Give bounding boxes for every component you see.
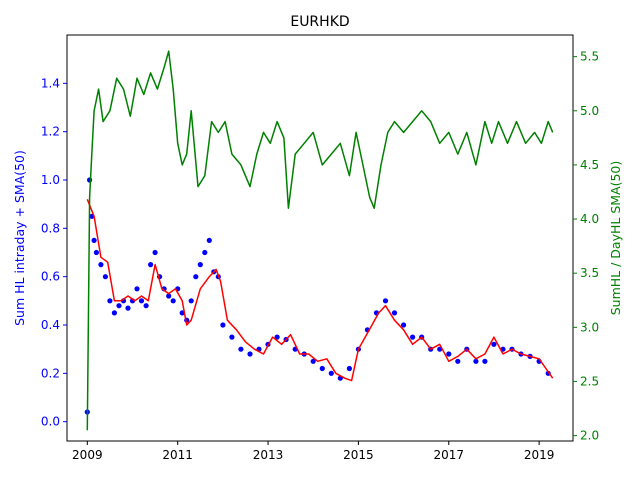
scatter-point xyxy=(125,305,131,311)
y2-tick-label: 4.0 xyxy=(580,212,599,226)
scatter-point xyxy=(401,322,407,328)
ratio-line xyxy=(86,50,554,431)
x-axis: 2009 2011 2013 2015 2017 2019 xyxy=(72,441,554,462)
x-tick-label: 2009 xyxy=(72,448,103,462)
scatter-point xyxy=(382,298,389,304)
y-tick-label: 0.6 xyxy=(41,270,60,284)
chart-title: EURHKD xyxy=(290,14,349,30)
y2-tick-label: 5.0 xyxy=(580,104,599,118)
scatter-point xyxy=(446,351,452,357)
x-tick-label: 2015 xyxy=(343,448,374,462)
scatter-point xyxy=(166,293,172,299)
y-axis-right: 2.0 2.5 3.0 3.5 4.0 4.5 5.0 5.5 xyxy=(573,50,599,443)
scatter-point xyxy=(197,262,203,268)
scatter-point xyxy=(482,358,488,364)
y-tick-label: 1.2 xyxy=(41,125,60,139)
x-tick-label: 2013 xyxy=(253,448,284,462)
scatter-point xyxy=(87,177,93,183)
y-tick-label: 1.4 xyxy=(41,76,60,90)
scatter-point xyxy=(193,274,199,280)
scatter-point xyxy=(473,358,479,364)
scatter-point xyxy=(148,262,154,268)
y2-tick-label: 3.0 xyxy=(580,320,599,334)
scatter-point xyxy=(455,358,461,364)
y-tick-label: 0.4 xyxy=(41,318,60,332)
scatter-point xyxy=(93,249,99,256)
scatter-point xyxy=(319,365,325,372)
scatter-point xyxy=(410,334,416,340)
y-tick-label: 0.2 xyxy=(41,366,60,380)
scatter-point xyxy=(134,286,140,292)
y-tick-label: 0.8 xyxy=(41,221,60,235)
x-tick-label: 2017 xyxy=(433,448,464,462)
x-tick-label: 2011 xyxy=(162,448,193,462)
scatter-point xyxy=(91,237,97,243)
scatter-point xyxy=(138,298,145,304)
scatter-point xyxy=(328,370,334,376)
plot-area xyxy=(84,50,554,431)
scatter-point xyxy=(238,346,244,352)
scatter-point xyxy=(247,351,253,357)
scatter-point xyxy=(170,298,176,304)
y2-tick-label: 5.5 xyxy=(580,50,599,64)
scatter-point xyxy=(274,334,280,340)
scatter-point xyxy=(188,298,194,304)
scatter-point xyxy=(102,274,108,280)
y2-tick-label: 4.5 xyxy=(580,158,599,172)
y-axis-left-title: Sum HL intraday + SMA(50) xyxy=(12,150,27,326)
sma-line xyxy=(86,199,554,382)
scatter-point xyxy=(346,365,352,372)
y2-tick-label: 3.5 xyxy=(580,266,599,280)
scatter-point xyxy=(152,249,158,256)
scatter-point xyxy=(220,322,226,328)
y2-tick-label: 2.0 xyxy=(580,429,599,443)
scatter-point xyxy=(310,358,316,364)
scatter-point xyxy=(229,334,235,340)
scatter-point xyxy=(116,303,122,309)
scatter-point xyxy=(98,262,104,268)
y-tick-label: 1.0 xyxy=(41,173,60,187)
scatter-point xyxy=(391,310,398,316)
y2-tick-label: 2.5 xyxy=(580,374,599,388)
scatter-point xyxy=(491,341,497,347)
y-axis-right-title: SumHL / DayHL SMA(50) xyxy=(608,161,623,316)
scatter-point xyxy=(202,249,208,256)
x-tick-label: 2019 xyxy=(524,448,555,462)
scatter-point xyxy=(143,303,149,309)
scatter-point xyxy=(107,298,113,304)
y-axis-left: 0.0 0.2 0.4 0.6 0.8 1.0 1.2 1.4 xyxy=(41,76,67,429)
y-tick-label: 0.0 xyxy=(41,415,60,429)
plot-frame xyxy=(66,34,574,442)
scatter-point xyxy=(111,310,117,316)
scatter-point xyxy=(206,237,212,243)
